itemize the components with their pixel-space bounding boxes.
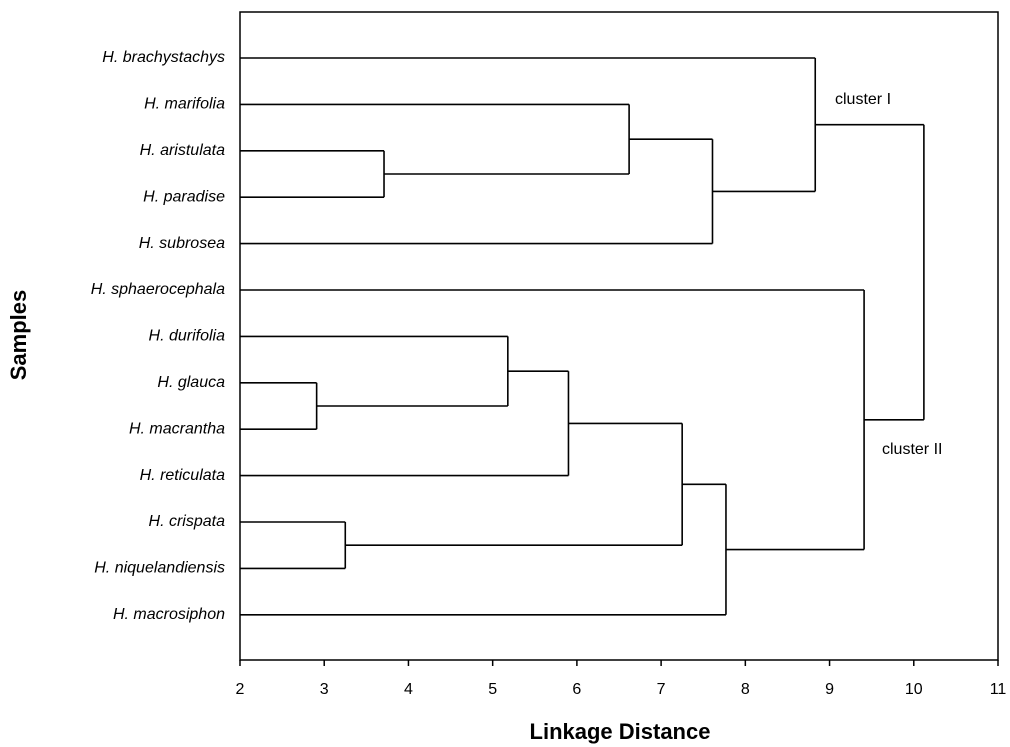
x-tick-label: 11 [990,681,1007,698]
leaf-label: H. durifolia [149,328,226,345]
leaf-label: H. sphaerocephala [91,281,225,298]
x-axis-label: Linkage Distance [530,719,711,744]
leaf-label: H. glauca [157,374,225,391]
cluster-annotation: cluster II [882,441,942,458]
leaf-label: H. niquelandiensis [94,560,225,577]
x-tick-label: 6 [572,681,581,698]
leaf-label: H. reticulata [140,467,225,484]
leaf-label: H. marifolia [144,96,225,113]
x-tick-label: 7 [657,681,666,698]
leaf-label: H. macrantha [129,420,225,437]
leaf-label: H. subrosea [139,235,225,252]
x-tick-label: 3 [320,681,329,698]
leaf-label: H. crispata [149,513,226,530]
x-tick-label: 10 [905,681,923,698]
leaf-label: H. brachystachys [102,49,225,66]
x-tick-label: 4 [404,681,413,698]
cluster-annotation: cluster I [835,91,891,108]
y-axis-label: Samples [6,290,31,381]
leaf-label: H. aristulata [140,142,225,159]
leaf-label: H. macrosiphon [113,606,225,623]
x-tick-label: 9 [825,681,834,698]
x-tick-label: 5 [488,681,497,698]
leaf-label: H. paradise [143,188,225,205]
x-tick-label: 2 [236,681,245,698]
x-tick-label: 8 [741,681,750,698]
